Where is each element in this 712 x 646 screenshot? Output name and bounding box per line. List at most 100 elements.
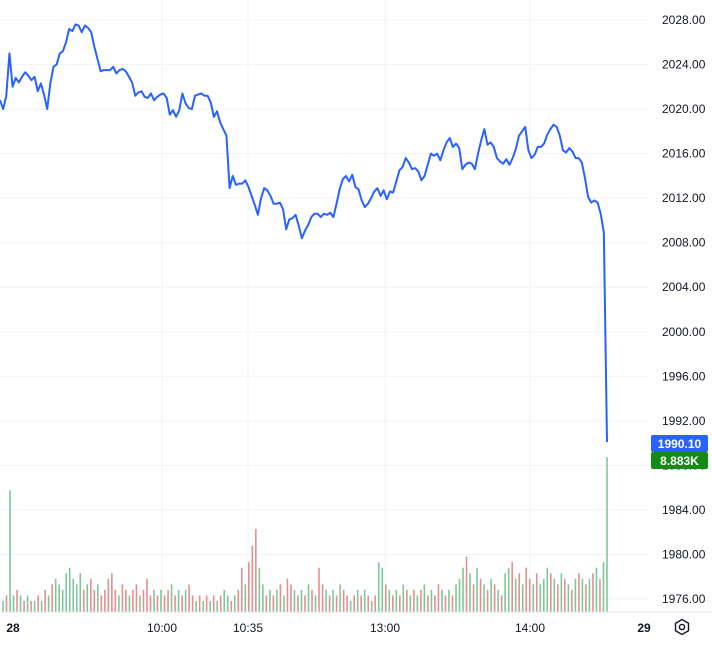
volume-bar	[353, 595, 355, 612]
y-axis: 2028.00 2024.00 2020.00 2016.00 2012.00 2008.…	[662, 13, 706, 606]
volume-bar	[462, 567, 464, 612]
volume-bar	[321, 584, 324, 612]
settings-icon[interactable]	[672, 617, 692, 637]
volume-bar	[12, 595, 15, 612]
volume-bar	[51, 584, 53, 612]
volume-bar	[458, 578, 461, 612]
volume-bar	[61, 589, 64, 612]
x-tick-label: 10:00	[147, 621, 177, 635]
volume-bar	[100, 595, 103, 612]
volume-bar	[532, 584, 535, 612]
y-tick-label: 1996.00	[662, 369, 706, 383]
volume-bar	[146, 578, 148, 612]
settings-icon-glyph	[674, 618, 690, 636]
volume-bar	[170, 584, 173, 612]
volume-bar	[240, 567, 243, 612]
volume-bar	[430, 589, 433, 612]
volume-bar	[493, 584, 496, 612]
volume-bar	[402, 584, 405, 612]
volume-bar	[581, 578, 584, 612]
volume-bar	[360, 595, 362, 612]
volume-bar	[233, 595, 236, 612]
volume-bar	[107, 578, 110, 612]
last-volume-label: 8.883K	[660, 454, 699, 468]
volume-bar	[465, 556, 468, 612]
volume-bar	[542, 578, 545, 612]
y-tick-label: 2008.00	[662, 236, 706, 250]
volume-bar	[339, 584, 341, 612]
volume-bar	[406, 589, 408, 612]
y-tick-label: 1992.00	[662, 414, 706, 428]
volume-bar	[423, 584, 426, 612]
volume-bar	[441, 589, 443, 612]
y-tick-label: 1984.00	[662, 503, 706, 517]
volume-bar	[476, 567, 478, 612]
volume-bar	[486, 589, 489, 612]
volume-bar	[37, 595, 39, 612]
volume-bar	[265, 595, 268, 612]
volume-bar	[416, 595, 419, 612]
volume-bar	[413, 589, 415, 612]
volume-bar	[363, 589, 366, 612]
volume-bar	[374, 595, 377, 612]
x-tick-label: 29	[637, 621, 651, 635]
volume-bar	[276, 589, 278, 612]
volume-bar	[219, 595, 222, 612]
volume-bar	[420, 589, 422, 612]
volume-bar	[391, 595, 394, 612]
volume-bar	[550, 573, 552, 612]
volume-bar	[111, 573, 113, 612]
volume-bar	[198, 595, 201, 612]
volume-bar	[356, 589, 359, 612]
volume-bar	[472, 584, 475, 612]
volume-bar	[258, 567, 261, 612]
volume-bar	[97, 584, 99, 612]
volume-bar	[483, 584, 485, 612]
volume-bar	[104, 589, 106, 612]
x-tick-label: 14:00	[515, 621, 545, 635]
y-tick-label: 2020.00	[662, 102, 706, 116]
volume-bar	[585, 584, 587, 612]
volume-bar	[388, 589, 391, 612]
volume-bar	[58, 584, 60, 612]
volume-bar	[335, 595, 338, 612]
volume-bar	[174, 595, 176, 612]
last-price-label: 1990.10	[658, 437, 702, 451]
volume-bar	[286, 578, 289, 612]
volume-bar	[54, 578, 57, 612]
last-volume-badge	[651, 452, 708, 469]
y-tick-label: 1980.00	[662, 547, 706, 561]
volume-bar	[557, 584, 559, 612]
volume-bar	[251, 545, 254, 612]
volume-bar	[469, 573, 471, 612]
volume-bar	[342, 589, 345, 612]
volume-bar	[290, 584, 292, 612]
volume-bar	[184, 589, 187, 612]
volume-bar	[304, 595, 306, 612]
volume-bar	[212, 595, 215, 612]
volume-bar	[592, 573, 594, 612]
volume-bar	[230, 600, 233, 612]
volume-bar	[177, 589, 180, 612]
volume-bar	[223, 589, 226, 612]
volume-bar	[121, 584, 124, 612]
volume-bar	[535, 573, 538, 612]
volume-bar	[427, 595, 429, 612]
volume-bar	[504, 573, 506, 612]
volume-bar	[434, 595, 436, 612]
volume-bar	[44, 589, 46, 612]
y-tick-label: 2000.00	[662, 325, 706, 339]
volume-bar	[5, 595, 8, 612]
volume-bar	[160, 589, 162, 612]
volume-bar	[26, 595, 29, 612]
volume-bar	[16, 589, 18, 612]
volume-bar	[202, 600, 204, 612]
price-line-layer	[0, 23, 608, 443]
volume-bar	[377, 562, 380, 612]
volume-bar	[444, 595, 447, 612]
volume-bar	[409, 595, 412, 612]
volume-bar	[65, 573, 68, 612]
volume-bar	[195, 600, 197, 612]
